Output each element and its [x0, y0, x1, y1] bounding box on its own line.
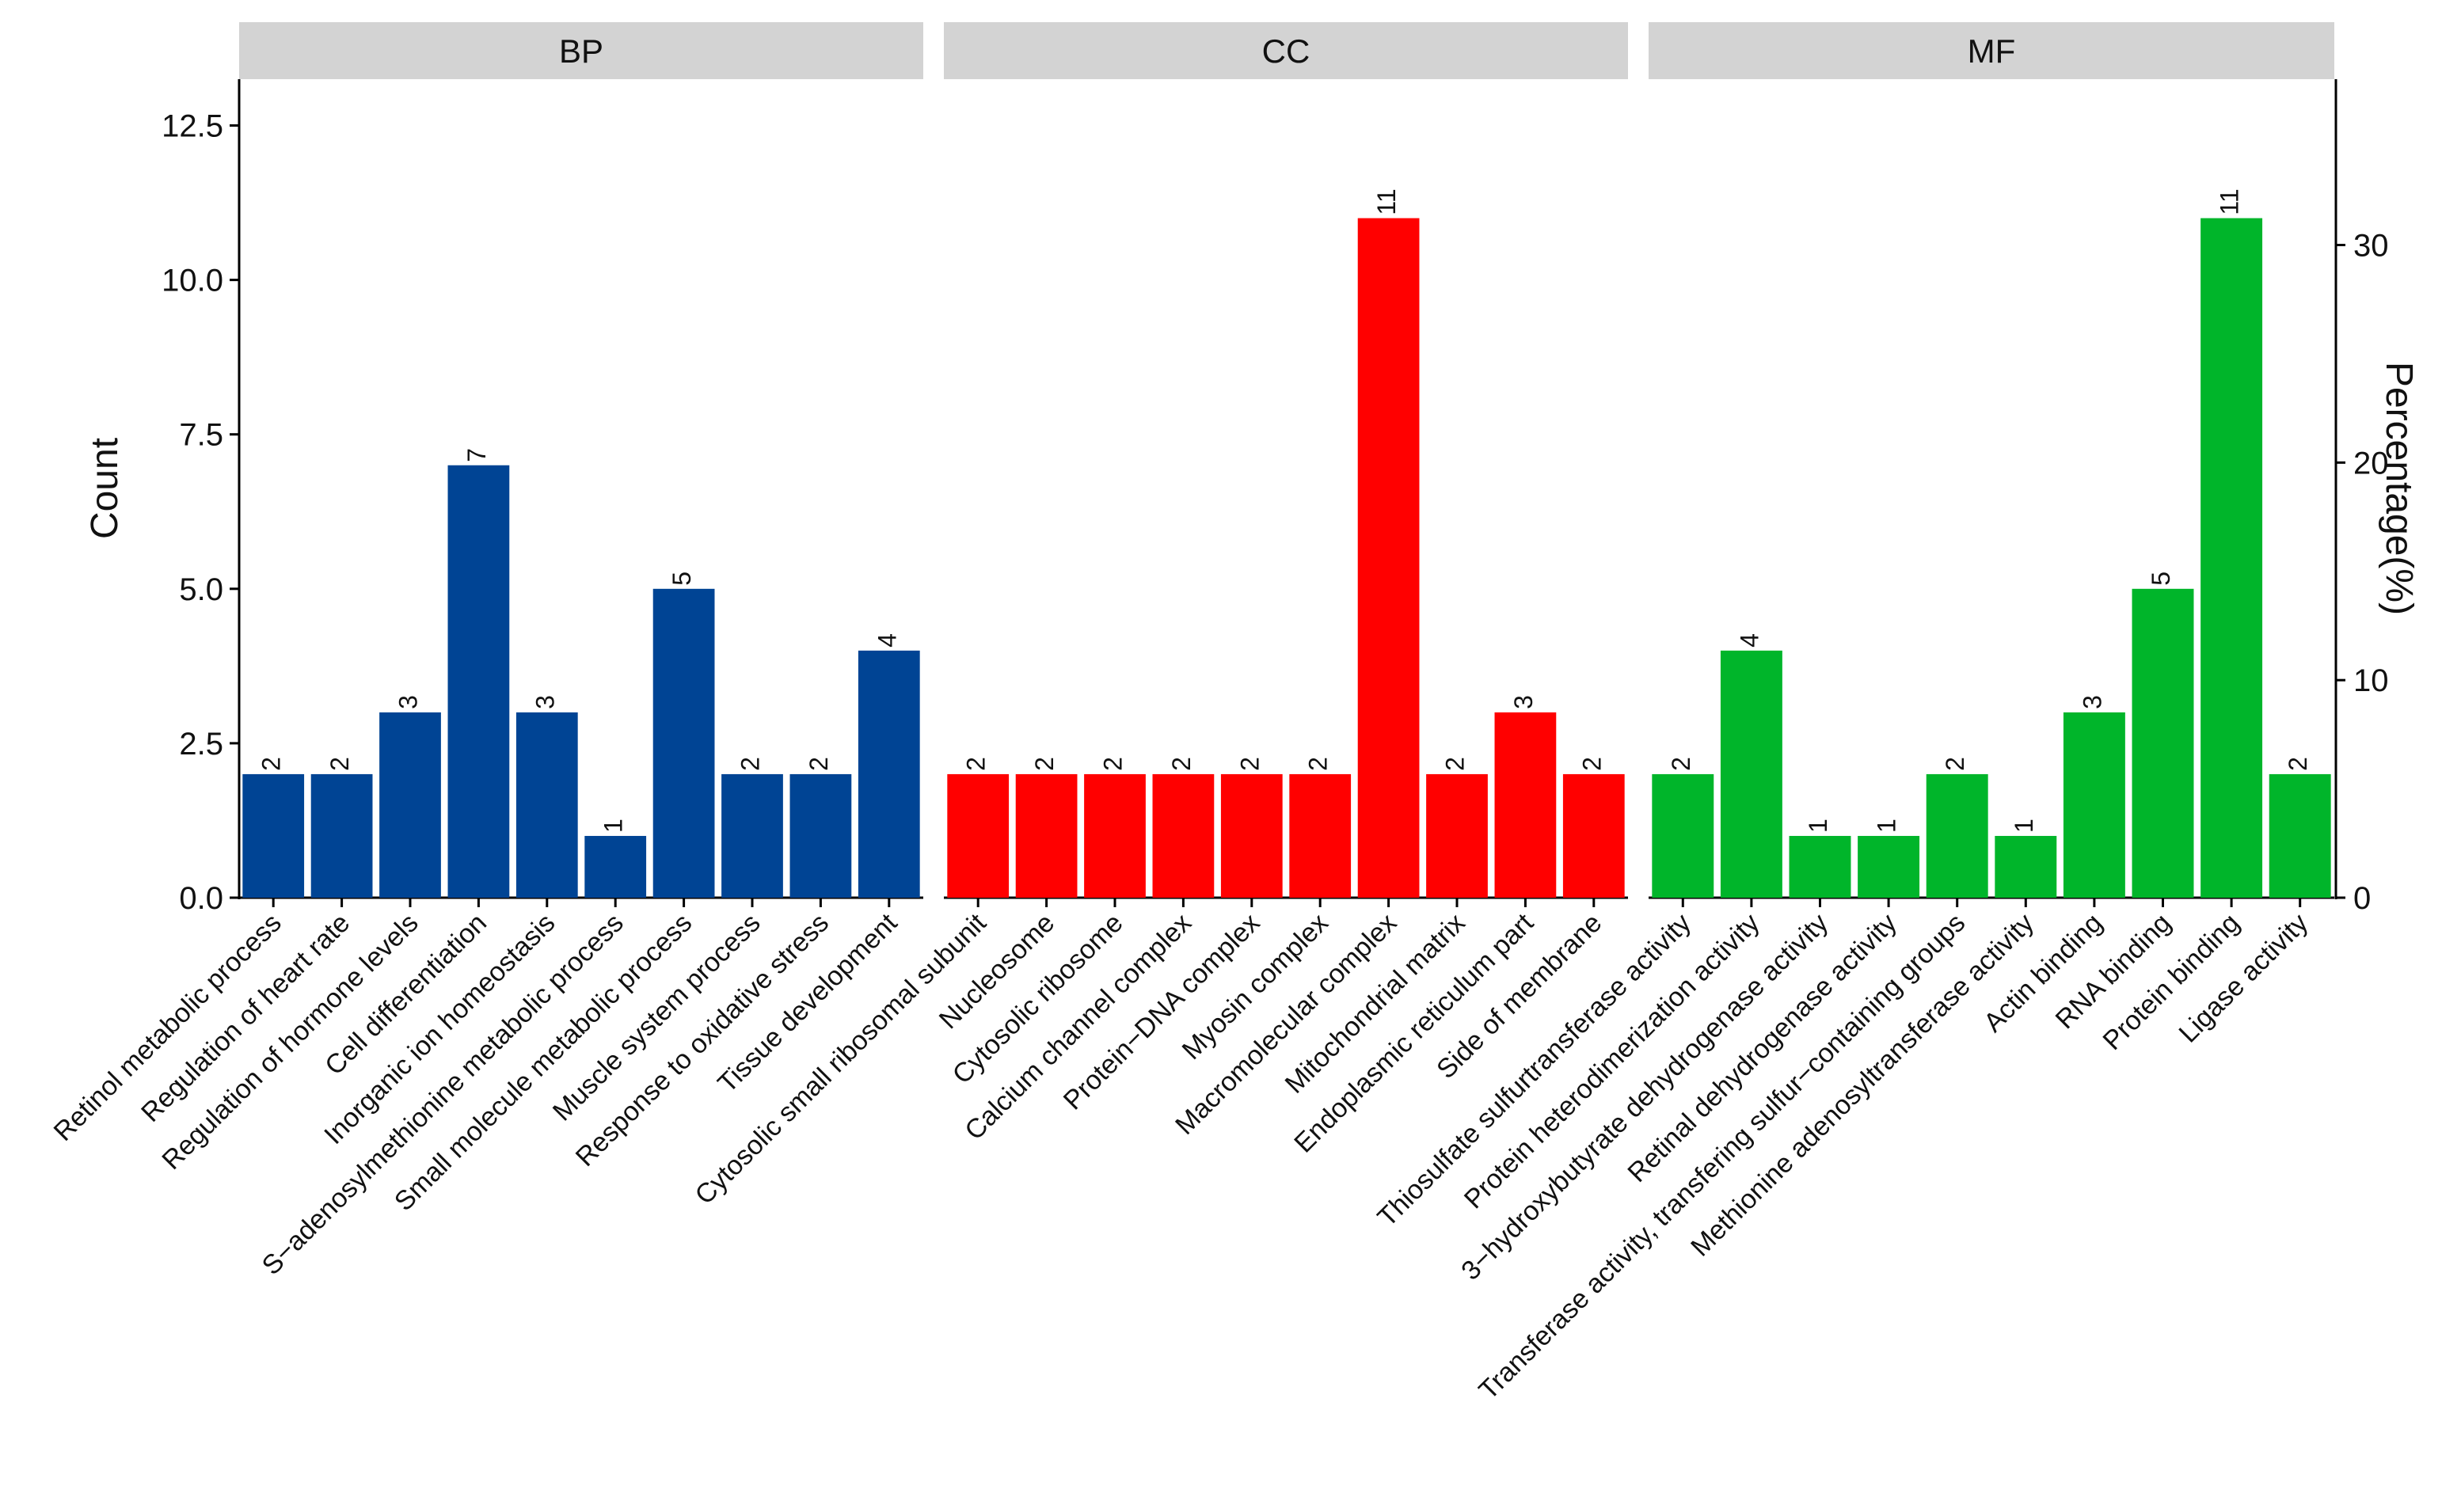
bar-value-label: 2: [1667, 757, 1695, 771]
bar: [2063, 712, 2125, 898]
bar: [1152, 773, 1215, 898]
bar: [858, 650, 920, 898]
bar-value-label: 2: [257, 757, 286, 771]
bar-value-label: 2: [1941, 757, 1969, 771]
bar-value-label: 1: [599, 819, 628, 833]
bar: [789, 773, 852, 898]
bar: [2269, 773, 2331, 898]
bar-value-label: 1: [2010, 819, 2038, 833]
bar-value-label: 5: [668, 572, 696, 586]
bar: [584, 835, 647, 898]
bar: [947, 773, 1010, 898]
bar: [1995, 835, 2057, 898]
bar: [242, 773, 305, 898]
bar-value-label: 11: [2216, 188, 2244, 215]
bar: [1015, 773, 1078, 898]
bar-value-label: 7: [462, 448, 491, 462]
bar: [1562, 773, 1625, 898]
y-tick-label: 12.5: [162, 109, 223, 144]
bar: [1926, 773, 1988, 898]
facet-strip: [1649, 22, 2334, 79]
y-tick-label: 5.0: [179, 572, 223, 607]
bar-value-label: 2: [1440, 757, 1469, 771]
bar: [1652, 773, 1714, 898]
left-y-axis-ticks: 0.0 2.5 5.0 7.5 10.0 12.5: [162, 109, 239, 916]
right-y-axis-ticks: 0 10 20 30: [2336, 229, 2389, 916]
y2-tick-label: 20: [2353, 446, 2389, 481]
bar: [1357, 218, 1420, 898]
bar: [1220, 773, 1283, 898]
bar: [721, 773, 783, 898]
bar-value-label: 2: [1577, 757, 1606, 771]
bar: [1789, 835, 1851, 898]
y-axis-title: Count: [84, 438, 126, 539]
y-tick-label: 2.5: [179, 727, 223, 762]
category-label: Actin binding: [1978, 908, 2109, 1039]
bar: [1426, 773, 1488, 898]
bar-value-label: 4: [873, 633, 901, 648]
bar: [1494, 712, 1557, 898]
bar-value-label: 2: [962, 757, 991, 771]
bar: [1858, 835, 1920, 898]
bar: [1289, 773, 1352, 898]
y-tick-label: 0.0: [179, 881, 223, 916]
bar-value-label: 4: [1735, 633, 1763, 648]
bar: [1084, 773, 1146, 898]
y2-tick-label: 10: [2353, 663, 2389, 698]
bar-value-label: 5: [2147, 572, 2175, 586]
bar-value-label: 1: [1804, 819, 1832, 833]
bar-value-label: 2: [1167, 757, 1196, 771]
bar-value-label: 2: [2284, 757, 2312, 771]
y2-tick-label: 30: [2353, 229, 2389, 264]
axes-layer: 0.0 2.5 5.0 7.5 10.0 12.5 0 10 20 30 Count Perce…: [84, 79, 2420, 916]
bar-value-label: 3: [394, 695, 422, 709]
bar-value-label: 2: [1304, 757, 1333, 771]
secondary-y-axis-title: Percentage(%): [2378, 362, 2420, 615]
bar: [1720, 650, 1782, 898]
bar-value-label: 2: [1098, 757, 1127, 771]
bar: [652, 588, 715, 898]
bar-value-label: 2: [1235, 757, 1264, 771]
facet-strip-label: CC: [1262, 32, 1310, 70]
bar-value-label: 2: [1030, 757, 1059, 771]
bar-value-label: 11: [1372, 188, 1401, 215]
bar: [2200, 218, 2263, 898]
bar: [2132, 588, 2194, 898]
facet-strip: [239, 22, 923, 79]
bar: [310, 773, 373, 898]
y2-tick-label: 0: [2353, 881, 2371, 916]
bar-value-label: 3: [531, 695, 559, 709]
bar-value-label: 2: [736, 757, 764, 771]
bar-value-label: 2: [325, 757, 354, 771]
y-tick-label: 10.0: [162, 264, 223, 298]
bar-value-label: 2: [804, 757, 833, 771]
bar-value-label: 3: [2078, 695, 2106, 709]
bar: [447, 465, 510, 898]
bar-value-label: 3: [1509, 695, 1538, 709]
facet-strip-label: MF: [1968, 32, 2016, 70]
y-tick-label: 7.5: [179, 418, 223, 453]
bar: [379, 712, 441, 898]
bar-value-label: 1: [1873, 819, 1901, 833]
facet-strip: [944, 22, 1628, 79]
bar: [515, 712, 578, 898]
facet-strip-label: BP: [559, 32, 603, 70]
